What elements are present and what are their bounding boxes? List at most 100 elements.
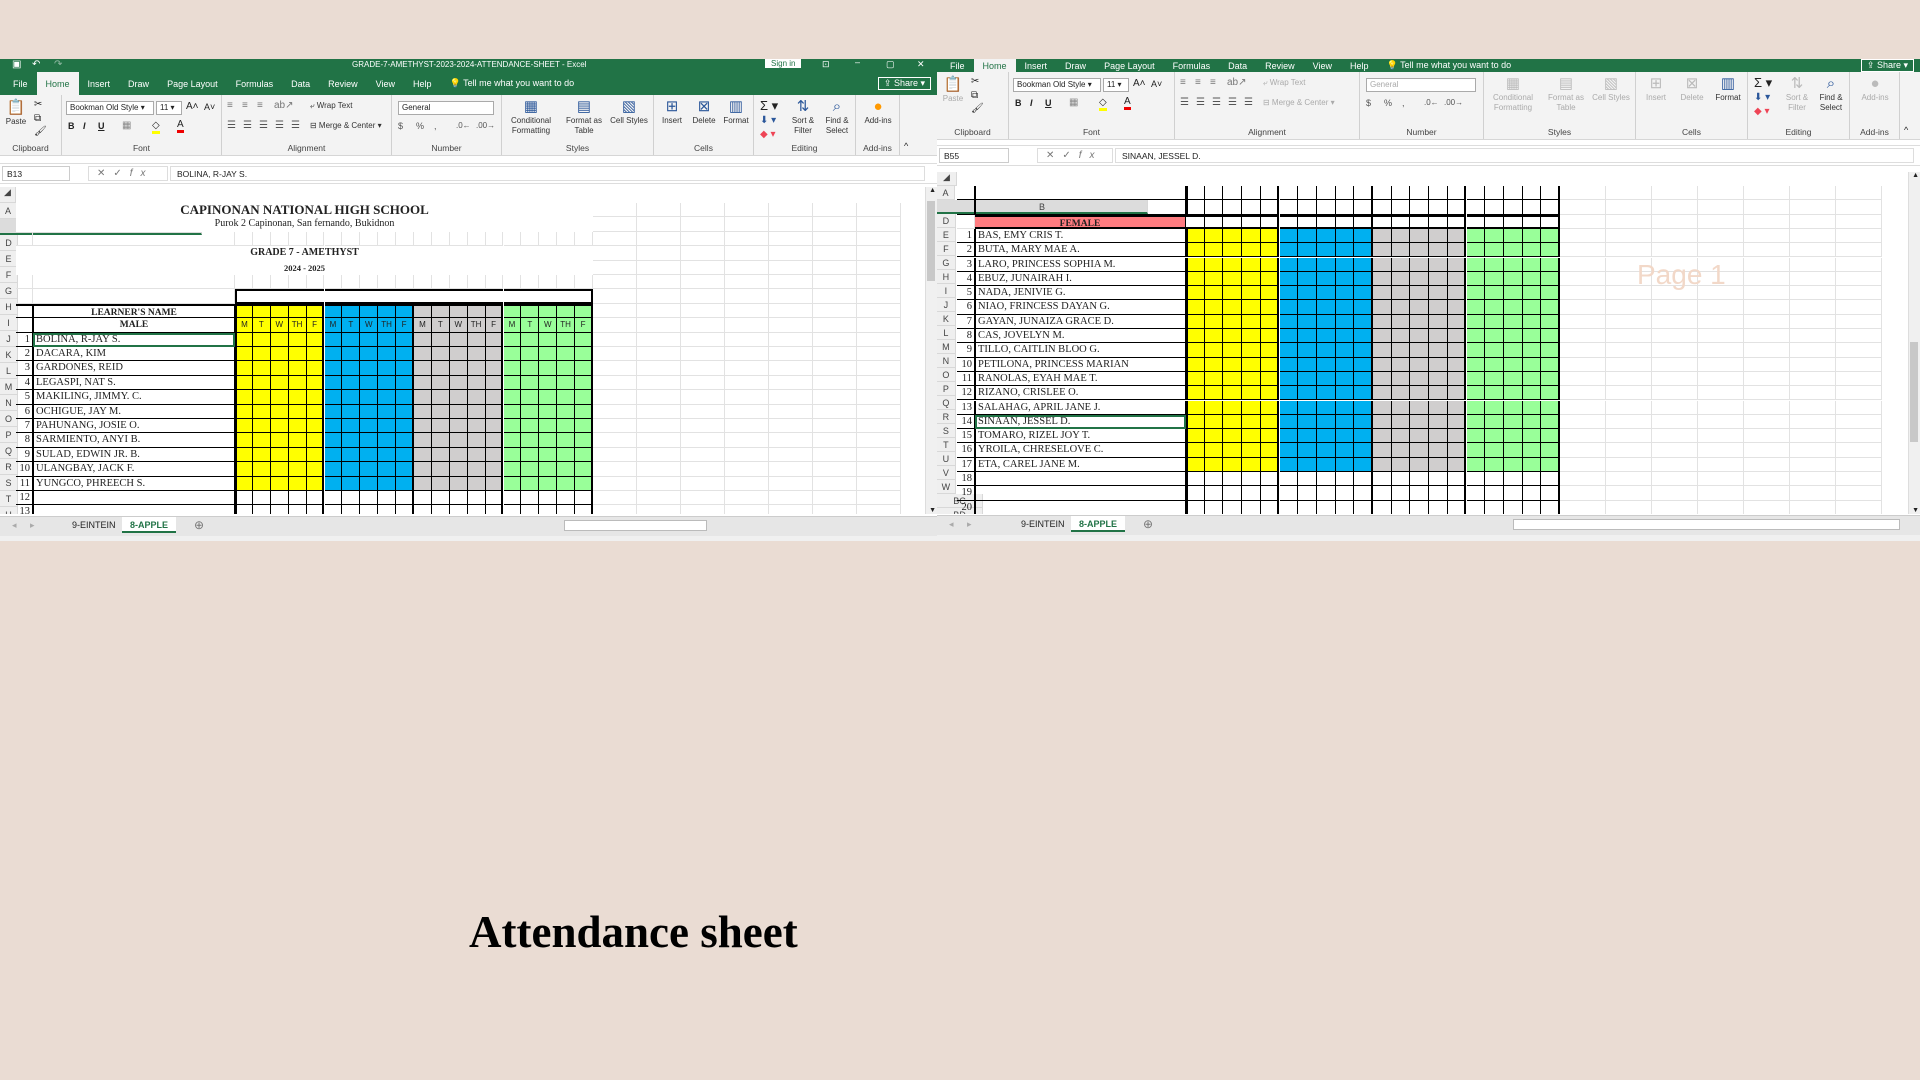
attendance-cell[interactable] — [1410, 414, 1430, 430]
cell[interactable] — [1836, 414, 1882, 430]
autosum-icon[interactable]: Σ ▾ — [760, 98, 779, 113]
increase-font-icon[interactable]: A˄ — [1133, 78, 1146, 89]
cell[interactable] — [1744, 186, 1790, 201]
learner-name[interactable]: SULAD, EDWIN JR. B. — [33, 447, 235, 463]
attendance-cell[interactable] — [1541, 314, 1560, 329]
attendance-cell[interactable] — [252, 462, 271, 477]
column-header-p[interactable]: P — [0, 427, 18, 443]
cell[interactable] — [637, 231, 681, 247]
attendance-cell[interactable] — [557, 361, 576, 376]
cell[interactable] — [1279, 500, 1299, 514]
column-header-t[interactable]: T — [937, 438, 956, 452]
cell[interactable] — [857, 318, 901, 333]
cell[interactable] — [725, 462, 769, 477]
day-label[interactable]: T — [431, 318, 450, 333]
cell[interactable] — [270, 231, 289, 247]
cell[interactable] — [1335, 200, 1355, 215]
attendance-cell[interactable] — [1204, 343, 1224, 358]
cell[interactable] — [1391, 472, 1411, 487]
attendance-cell[interactable] — [1391, 429, 1411, 444]
attendance-cell[interactable] — [235, 404, 253, 419]
cell[interactable] — [1606, 314, 1652, 329]
attendance-cell[interactable] — [1391, 228, 1411, 244]
tab-review[interactable]: Review — [328, 78, 358, 89]
cell[interactable] — [1541, 200, 1560, 215]
cell[interactable] — [1560, 228, 1606, 244]
cell[interactable] — [1485, 500, 1504, 514]
cell[interactable] — [342, 303, 361, 319]
number-format-select[interactable]: General — [398, 101, 494, 115]
conditional-formatting-button[interactable]: ▦ Conditional Formatting — [1486, 75, 1540, 113]
cell[interactable] — [1836, 200, 1882, 215]
attendance-cell[interactable] — [1354, 429, 1373, 444]
cell[interactable] — [1560, 329, 1606, 344]
cell[interactable] — [485, 289, 504, 304]
cell[interactable] — [1260, 486, 1280, 501]
attendance-cell[interactable] — [1391, 457, 1411, 472]
cell[interactable] — [1373, 214, 1392, 229]
cell[interactable] — [1744, 343, 1790, 358]
attendance-cell[interactable] — [270, 433, 289, 448]
attendance-cell[interactable] — [1485, 300, 1504, 315]
cell[interactable] — [360, 303, 379, 319]
cell[interactable] — [813, 246, 857, 261]
attendance-cell[interactable] — [1391, 271, 1411, 287]
attendance-cell[interactable] — [1354, 457, 1373, 472]
redo-icon[interactable]: ↷ — [54, 59, 63, 70]
attendance-cell[interactable] — [485, 375, 504, 391]
attendance-cell[interactable] — [378, 419, 397, 434]
attendance-cell[interactable] — [1541, 228, 1560, 244]
cell[interactable] — [235, 303, 253, 319]
cell[interactable] — [769, 231, 813, 247]
merge-center-button[interactable]: ⊟ Merge & Center ▾ — [310, 121, 382, 130]
cell[interactable] — [1836, 443, 1882, 458]
cell[interactable] — [769, 260, 813, 275]
cell[interactable] — [450, 505, 468, 514]
cell[interactable] — [1652, 257, 1698, 272]
attendance-cell[interactable] — [503, 404, 522, 419]
cell[interactable] — [1260, 186, 1280, 201]
cell[interactable] — [1744, 400, 1790, 415]
attendance-cell[interactable] — [1260, 386, 1280, 401]
cell[interactable] — [1652, 243, 1698, 258]
attendance-cell[interactable] — [1316, 286, 1336, 301]
attendance-cell[interactable] — [1242, 400, 1261, 415]
cell-styles-button[interactable]: ▧ Cell Styles — [1592, 75, 1630, 103]
attendance-cell[interactable] — [1466, 357, 1486, 372]
cell[interactable] — [449, 289, 468, 304]
attendance-cell[interactable] — [1541, 400, 1560, 415]
attendance-cell[interactable] — [1316, 429, 1336, 444]
cell[interactable] — [725, 505, 769, 514]
column-header-b[interactable]: B — [937, 200, 1148, 214]
column-header-f[interactable]: F — [937, 242, 956, 256]
attendance-cell[interactable] — [360, 462, 379, 477]
cell[interactable] — [857, 332, 901, 347]
attendance-cell[interactable] — [467, 462, 486, 477]
attendance-cell[interactable] — [449, 419, 468, 434]
align-right-icon[interactable]: ☰ — [1212, 97, 1221, 108]
attendance-cell[interactable] — [521, 447, 540, 463]
attendance-cell[interactable] — [1223, 386, 1243, 401]
attendance-cell[interactable] — [1391, 386, 1411, 401]
learner-name[interactable]: NIAO, FRINCESS DAYAN G. — [975, 300, 1186, 315]
currency-style-button[interactable]: $ — [398, 121, 404, 131]
attendance-cell[interactable] — [485, 332, 504, 347]
cell[interactable] — [1744, 386, 1790, 401]
cell[interactable] — [1447, 500, 1467, 514]
attendance-cell[interactable] — [1541, 257, 1560, 272]
attendance-cell[interactable] — [252, 375, 271, 391]
attendance-cell[interactable] — [396, 375, 414, 391]
cell[interactable] — [1503, 500, 1523, 514]
row-number[interactable]: 19 — [957, 486, 975, 501]
increase-decimal-icon[interactable]: .0← — [456, 121, 471, 130]
cell[interactable] — [769, 447, 813, 463]
cell[interactable] — [414, 289, 432, 304]
cell[interactable] — [1744, 300, 1790, 315]
cell[interactable] — [593, 476, 637, 491]
cell[interactable] — [521, 505, 540, 514]
cell[interactable] — [637, 289, 681, 304]
attendance-cell[interactable] — [539, 447, 558, 463]
attendance-cell[interactable] — [1391, 400, 1411, 415]
cell[interactable] — [637, 375, 681, 391]
attendance-cell[interactable] — [1335, 357, 1355, 372]
